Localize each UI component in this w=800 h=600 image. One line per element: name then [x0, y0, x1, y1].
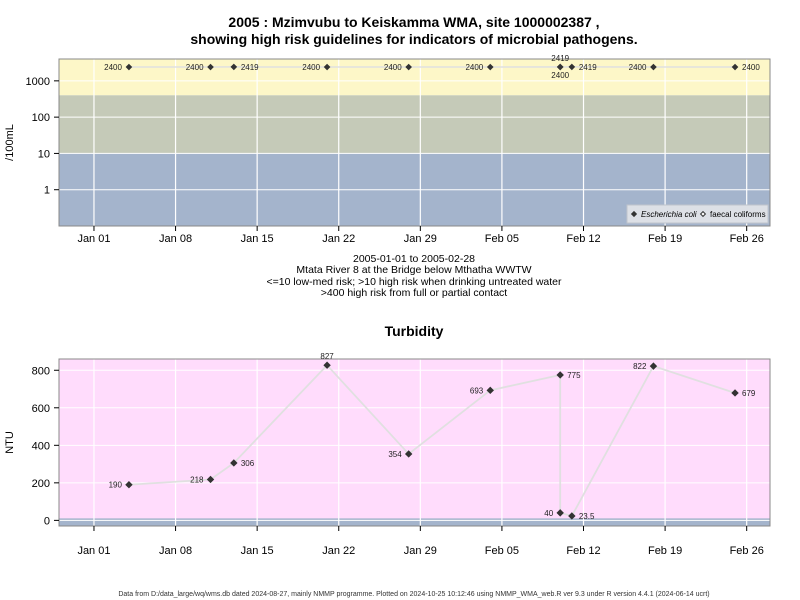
- ytick-label: 600: [32, 403, 50, 415]
- turbidity-point-label: 190: [109, 481, 123, 490]
- xtick-label: Jan 08: [159, 545, 192, 557]
- xtick-label: Feb 19: [648, 233, 682, 245]
- ytick-label: 0: [44, 515, 50, 527]
- ecoli-point: [230, 63, 238, 71]
- legend-marker-ecoli: [630, 210, 638, 218]
- ecoli-point-label: 2400: [104, 63, 122, 72]
- caption-line-3: <=10 low-med risk; >10 high risk when dr…: [266, 276, 562, 288]
- turbidity-point: [556, 371, 564, 379]
- ecoli-point: [125, 63, 133, 71]
- ecoli-point: [568, 63, 576, 71]
- xtick-label: Feb 05: [485, 233, 519, 245]
- xtick-label: Jan 22: [322, 545, 355, 557]
- turbidity-baseline-band: [59, 518, 770, 526]
- ytick-label: 800: [32, 365, 50, 377]
- xtick-label: Feb 26: [730, 545, 764, 557]
- turbidity-point-label: 775: [567, 371, 581, 380]
- turbidity-point: [206, 475, 215, 484]
- turbidity-point-label: 218: [190, 475, 204, 484]
- ytick-label: 200: [32, 478, 50, 490]
- ecoli-point-label: 2400: [302, 63, 320, 72]
- chart2-title: Turbidity: [385, 323, 444, 339]
- xtick-label: Jan 22: [322, 233, 355, 245]
- xtick-label: Feb 19: [648, 545, 682, 557]
- ecoli-point-label: 2419: [241, 63, 259, 72]
- plot-frame: [58, 358, 771, 527]
- xtick-label: Jan 01: [77, 545, 110, 557]
- ecoli-point: [207, 63, 214, 71]
- turbidity-point: [556, 509, 564, 517]
- ecoli-point: [731, 63, 739, 71]
- legend-marker-faecal: [699, 210, 707, 218]
- turbidity-point-label: 306: [241, 459, 255, 468]
- turbidity-point: [486, 386, 494, 395]
- turbidity-point: [404, 450, 413, 458]
- ecoli-point-label: 2400: [186, 63, 204, 72]
- risk-band-1: [59, 95, 770, 154]
- xtick-label: Feb 12: [566, 545, 600, 557]
- microbial-chart: 1 10 100 1000 Jan 01 Jan 08 Jan 15 Jan 22 Jan 29…: [4, 54, 771, 245]
- turbidity-point-label: 827: [320, 352, 334, 361]
- xtick-label: Feb 12: [566, 233, 600, 245]
- legend-label-faecal: faecal coliforms: [710, 210, 766, 219]
- xtick-label: Jan 08: [159, 233, 192, 245]
- xtick-label: Jan 01: [77, 233, 110, 245]
- ecoli-point-label: 2419: [579, 63, 597, 72]
- turbidity-background: [59, 359, 770, 526]
- chart1-title-line2: showing high risk guidelines for indicat…: [190, 31, 637, 47]
- turbidity-point: [125, 481, 133, 489]
- xtick-label: Feb 26: [730, 233, 764, 245]
- turbidity-point: [323, 361, 331, 369]
- xtick-label: Feb 05: [485, 545, 519, 557]
- ytick-label: 1000: [26, 76, 50, 88]
- ecoli-point: [486, 63, 494, 71]
- ecoli-point-label: 2400: [742, 63, 760, 72]
- xtick-label: Jan 29: [404, 233, 437, 245]
- ecoli-point: [323, 63, 331, 71]
- y-axis-label: /100mL: [4, 124, 16, 161]
- legend: Escherichia coli faecal coliforms: [626, 204, 769, 224]
- y-axis-label: NTU: [4, 431, 16, 454]
- chart1-title-line1: 2005 : Mzimvubu to Keiskamma WMA, site 1…: [228, 14, 599, 30]
- turbidity-point: [568, 512, 576, 520]
- ecoli-point: [556, 63, 564, 71]
- turbidity-point-label: 40: [544, 509, 553, 518]
- ecoli-point-label: 2400: [384, 63, 402, 72]
- turbidity-point-label: 679: [742, 389, 756, 398]
- turbidity-point: [731, 389, 739, 397]
- ytick-label: 10: [38, 148, 50, 160]
- legend-box: [626, 204, 769, 224]
- ecoli-point-label: 2400: [629, 63, 647, 72]
- ecoli-point-label: 2400: [465, 63, 483, 72]
- turbidity-point-label: 693: [470, 386, 484, 395]
- ecoli-point-label: 2419: [551, 54, 569, 63]
- plot-frame: [58, 58, 771, 227]
- ecoli-point-label: 2400: [551, 71, 569, 80]
- risk-band-0: [59, 59, 770, 96]
- ytick-label: 1: [44, 185, 50, 197]
- caption-line-4: >400 high risk from full or partial cont…: [321, 287, 508, 299]
- footer-note: Data from D:/data_large/wq/wms.db dated …: [118, 591, 709, 598]
- ecoli-point: [405, 63, 412, 71]
- turbidity-point: [230, 459, 238, 467]
- ecoli-point: [650, 63, 657, 71]
- xtick-label: Jan 15: [241, 545, 274, 557]
- xtick-label: Jan 29: [404, 545, 437, 557]
- caption-line-2: Mtata River 8 at the Bridge below Mthath…: [296, 264, 531, 276]
- turbidity-chart: 0 200 400 600 800 Jan 01 Jan 08 Jan 15 Jan 22 Jan…: [4, 352, 771, 557]
- turbidity-point-label: 23.5: [579, 512, 595, 521]
- turbidity-point-label: 354: [388, 450, 402, 459]
- xtick-label: Jan 15: [241, 233, 274, 245]
- ytick-label: 100: [32, 112, 50, 124]
- turbidity-point: [649, 362, 658, 370]
- turbidity-point-label: 822: [633, 362, 647, 371]
- ytick-label: 400: [32, 440, 50, 452]
- caption-line-1: 2005-01-01 to 2005-02-28: [353, 253, 475, 265]
- legend-label-ecoli: Escherichia coli: [641, 210, 697, 219]
